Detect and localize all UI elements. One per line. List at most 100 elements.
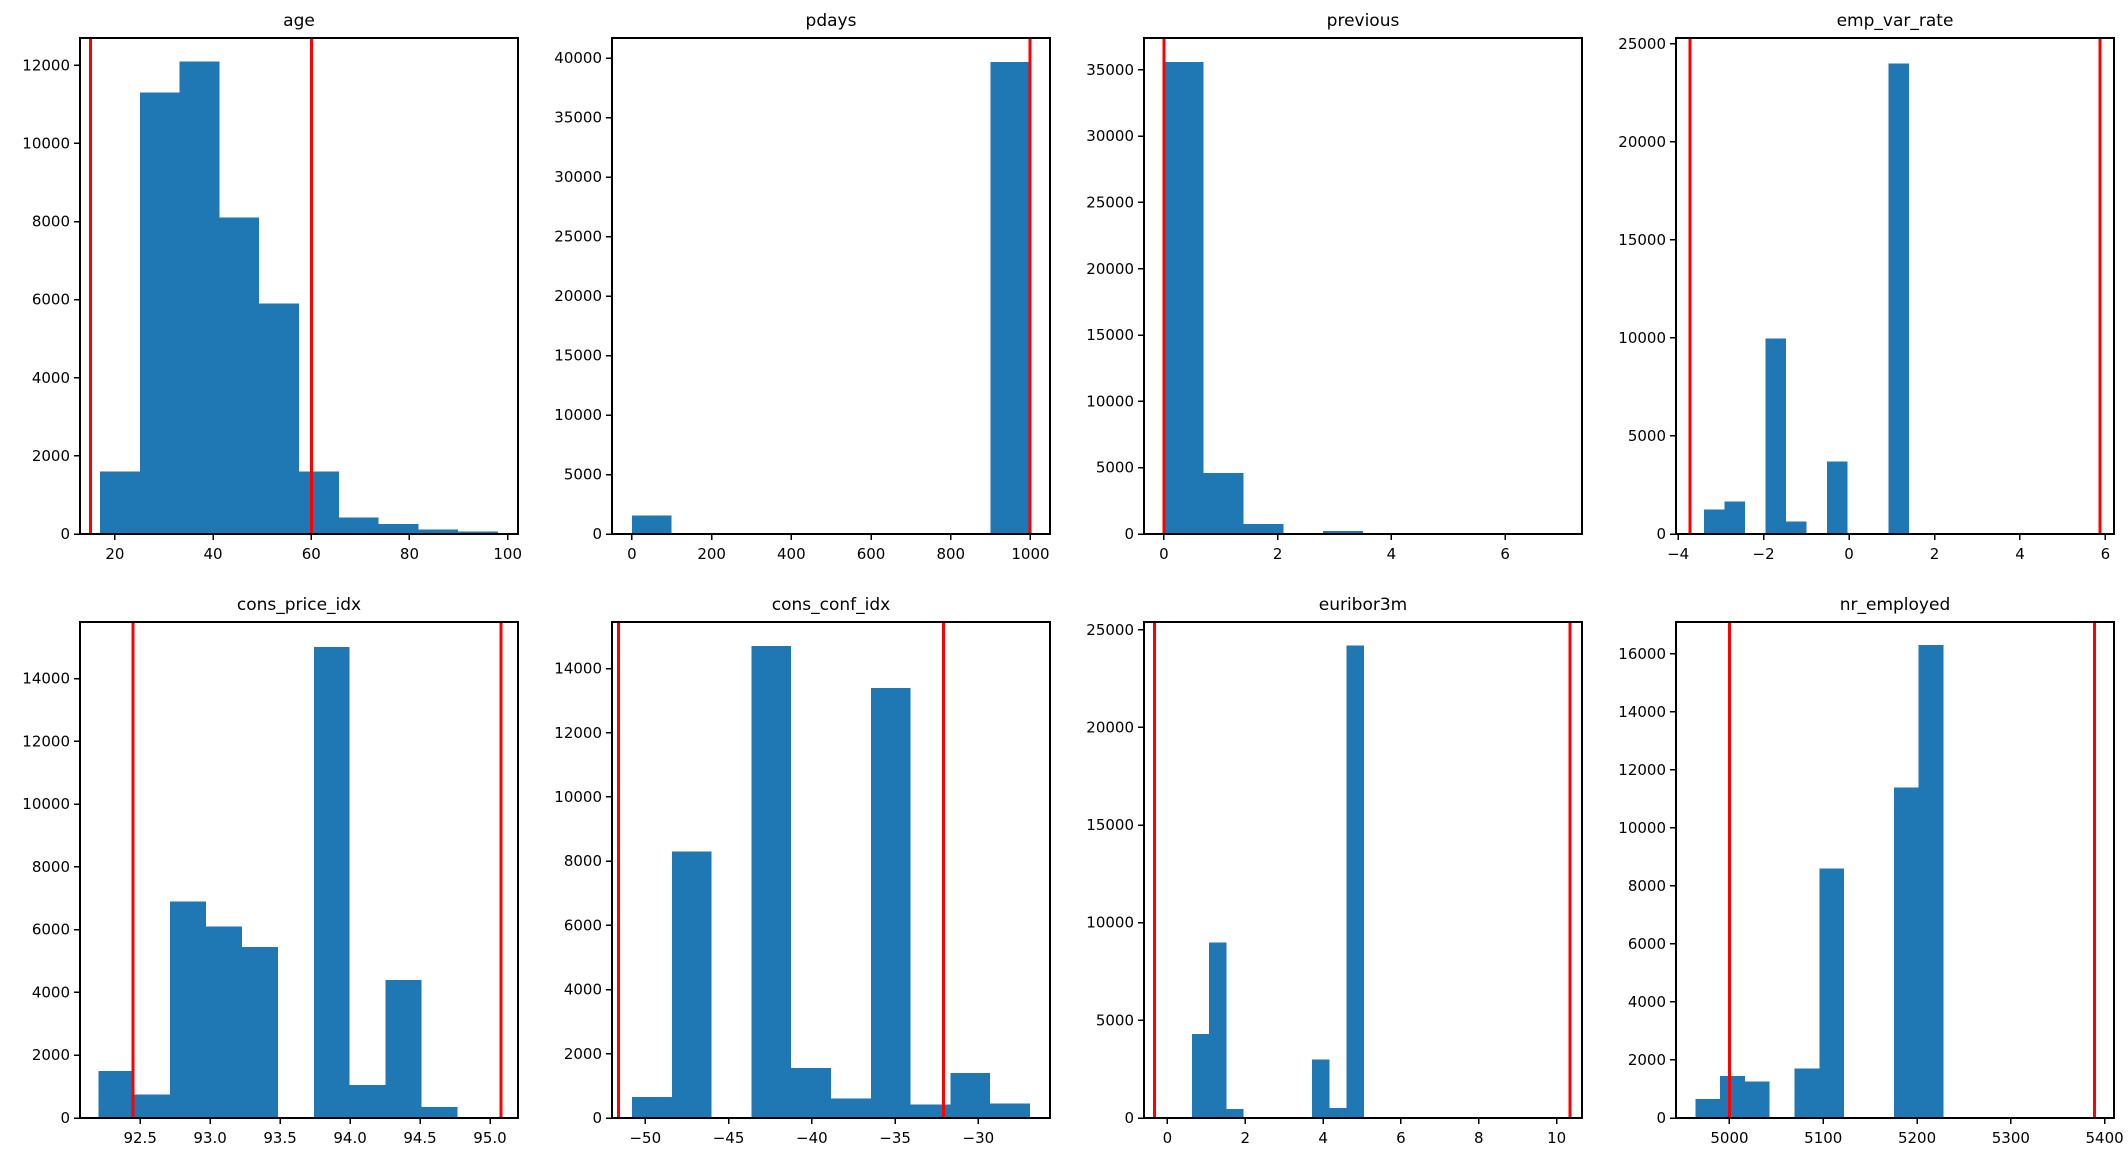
histogram-bar	[1312, 1059, 1330, 1118]
y-tick-label: 2000	[32, 447, 70, 465]
y-tick-label: 8000	[1628, 877, 1666, 895]
chart-title: previous	[1327, 11, 1400, 31]
x-tick-label: 93.5	[263, 1129, 296, 1147]
histogram-bar	[1918, 645, 1944, 1118]
x-tick-label: 60	[302, 545, 321, 563]
histogram-bar	[100, 471, 140, 534]
y-tick-label: 12000	[22, 56, 70, 74]
x-tick-label: 0	[627, 545, 637, 563]
x-tick-label: 94.5	[403, 1129, 436, 1147]
histogram-bar	[1323, 531, 1363, 534]
x-tick-label: 93.0	[193, 1129, 226, 1147]
x-tick-label: 4	[2015, 545, 2025, 563]
y-tick-label: 10000	[1086, 392, 1134, 410]
x-tick-label: 5100	[1804, 1129, 1842, 1147]
x-tick-label: 2	[1273, 545, 1283, 563]
y-tick-label: 0	[60, 1109, 70, 1127]
histogram-bar	[1785, 521, 1807, 534]
y-tick-label: 15000	[554, 347, 602, 365]
y-tick-label: 8000	[32, 213, 70, 231]
y-tick-label: 5000	[564, 466, 602, 484]
y-tick-label: 20000	[1618, 133, 1666, 151]
x-tick-label: 94.0	[333, 1129, 366, 1147]
chart-title: cons_conf_idx	[772, 595, 890, 615]
x-tick-label: 95.0	[473, 1129, 506, 1147]
y-tick-label: 35000	[554, 109, 602, 127]
y-tick-label: 20000	[1086, 260, 1134, 278]
histogram-bar	[1765, 338, 1786, 534]
y-tick-label: 4000	[1628, 993, 1666, 1011]
y-tick-label: 25000	[554, 228, 602, 246]
histogram-bar	[751, 646, 792, 1118]
y-tick-label: 2000	[564, 1045, 602, 1063]
y-tick-label: 20000	[554, 287, 602, 305]
histogram-bar	[206, 926, 242, 1118]
x-tick-label: 6	[1396, 1129, 1406, 1147]
y-tick-label: 14000	[1618, 703, 1666, 721]
histogram-cons_conf_idx: −50 −45 −40 −35 −30 0 2000 4000 6000 8000 10000 120…	[554, 595, 1051, 1147]
x-tick-label: 600	[857, 545, 886, 563]
x-tick-label: 2	[1240, 1129, 1250, 1147]
y-tick-label: 0	[592, 525, 602, 543]
histogram-bar	[1744, 1081, 1770, 1118]
x-tick-label: −30	[963, 1129, 995, 1147]
chart-pdays: 0 200 400 600 800 1000 0 5000 10000 15000 20000 250…	[532, 0, 1064, 584]
y-tick-label: 6000	[564, 916, 602, 934]
chart-previous: 0 2 4 6 0 5000 10000 15000 20000 25000 30000 35000 p…	[1064, 0, 1596, 584]
y-tick-label: 20000	[1086, 718, 1134, 736]
x-tick-label: 800	[936, 545, 965, 563]
y-tick-label: 2000	[32, 1046, 70, 1064]
histogram-bar	[1794, 1068, 1820, 1118]
histogram-bar	[1724, 501, 1745, 534]
histogram-bar	[910, 1104, 951, 1118]
y-tick-label: 5000	[1096, 1011, 1134, 1029]
histogram-bar	[1226, 1109, 1244, 1118]
histogram-bar	[1346, 645, 1364, 1118]
histogram-age: 20 40 60 80 100 0 2000 4000 6000 8000 10000 12000 ag…	[22, 11, 522, 563]
chart-emp-var-rate: −4 −2 0 2 4 6 0 5000 10000 15000 20000 25000 emp_var…	[1596, 0, 2128, 584]
y-tick-label: 12000	[1618, 761, 1666, 779]
histogram-bar	[241, 946, 278, 1118]
chart-title: emp_var_rate	[1837, 11, 1954, 31]
histogram-bar	[1720, 1075, 1745, 1118]
x-tick-label: 10	[1547, 1129, 1566, 1147]
histogram-bar	[1888, 63, 1909, 534]
histogram-bar	[418, 529, 459, 534]
histogram-bar	[134, 1094, 171, 1118]
x-tick-label: 400	[777, 545, 806, 563]
y-tick-label: 6000	[1628, 935, 1666, 953]
histogram-bar	[990, 1103, 1031, 1118]
y-tick-label: 10000	[1618, 819, 1666, 837]
histogram-bar	[139, 92, 180, 535]
x-tick-label: 5400	[2086, 1129, 2124, 1147]
y-tick-label: 12000	[554, 724, 602, 742]
chart-nr-employed: 5000 5100 5200 5300 5400 0 2000 4000 6000 8000 100…	[1596, 584, 2128, 1168]
y-tick-label: 10000	[1618, 329, 1666, 347]
plot-frame	[79, 37, 519, 535]
histogram-bar	[631, 515, 672, 534]
chart-title: nr_employed	[1840, 595, 1951, 615]
y-tick-label: 0	[1124, 525, 1134, 543]
x-tick-label: −45	[713, 1129, 745, 1147]
plot-frame	[1143, 621, 1583, 1119]
histogram-nr_employed: 5000 5100 5200 5300 5400 0 2000 4000 6000 8000 100…	[1618, 595, 2124, 1147]
x-tick-label: 2	[1930, 545, 1940, 563]
y-tick-label: 4000	[32, 369, 70, 387]
x-tick-label: 80	[400, 545, 419, 563]
plot-frame	[1675, 37, 2115, 535]
plot-frame	[1143, 37, 1583, 535]
histogram-bar	[385, 979, 422, 1118]
histogram-previous: 0 2 4 6 0 5000 10000 15000 20000 25000 30000 35000 p…	[1086, 11, 1583, 563]
y-tick-label: 25000	[1086, 621, 1134, 639]
y-tick-label: 10000	[22, 134, 70, 152]
y-tick-label: 0	[1656, 525, 1666, 543]
x-tick-label: −2	[1753, 545, 1775, 563]
chart-cons-price-idx: 92.5 93.0 93.5 94.0 94.5 95.0 0 2000 4000 6000 800…	[0, 584, 532, 1168]
histogram-bar	[1826, 461, 1848, 534]
x-tick-label: 5200	[1898, 1129, 1936, 1147]
histogram-bar	[1703, 509, 1725, 534]
histogram-euribor3m: 0 2 4 6 8 10 0 5000 10000 15000 20000 25000 euribor3…	[1086, 595, 1583, 1147]
x-tick-label: 5300	[1992, 1129, 2030, 1147]
chart-title: pdays	[806, 11, 857, 31]
x-tick-label: 4	[1387, 545, 1397, 563]
